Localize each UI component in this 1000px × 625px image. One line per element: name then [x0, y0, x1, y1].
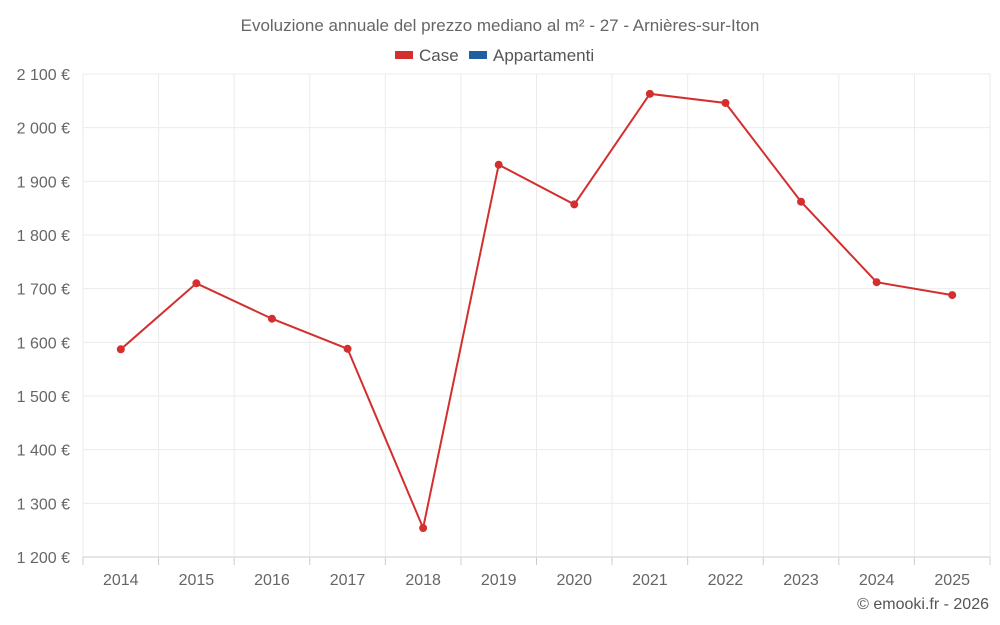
y-tick-label: 1 900 €	[17, 174, 70, 191]
series-line-0	[120, 92, 953, 532]
data-point[interactable]	[343, 344, 352, 353]
legend-swatch-case	[395, 51, 413, 59]
data-point[interactable]	[645, 89, 654, 98]
x-axis-ticks: 2014 2015 2016 2017 2018 2019 2020 2021 2022 2023…	[103, 572, 970, 589]
y-tick-label: 1 300 €	[17, 496, 70, 513]
credit-text: © emooki.fr - 2026	[857, 596, 989, 613]
y-tick-label: 1 700 €	[17, 282, 70, 299]
data-point[interactable]	[267, 314, 276, 323]
grid	[82, 73, 991, 565]
y-tick-label: 1 400 €	[17, 443, 70, 460]
x-tick-label: 2015	[179, 572, 215, 589]
legend-swatch-appartamenti	[469, 51, 487, 59]
data-point[interactable]	[872, 278, 881, 287]
x-tick-label: 2018	[405, 572, 441, 589]
series-case	[116, 89, 957, 533]
x-tick-label: 2023	[783, 572, 819, 589]
y-axis-ticks: 1 200 € 1 300 € 1 400 € 1 500 € 1 600 € 1 700…	[17, 67, 70, 567]
x-tick-label: 2020	[556, 572, 592, 589]
data-point[interactable]	[797, 197, 806, 206]
y-tick-label: 2 000 €	[17, 121, 70, 138]
y-tick-label: 1 800 €	[17, 228, 70, 245]
x-tick-label: 2021	[632, 572, 668, 589]
legend: Case Appartamenti	[395, 46, 594, 65]
data-point[interactable]	[948, 291, 957, 300]
chart-title: Evoluzione annuale del prezzo mediano al…	[241, 16, 760, 35]
legend-label-case[interactable]: Case	[419, 46, 459, 65]
y-tick-label: 2 100 €	[17, 67, 70, 84]
data-point[interactable]	[494, 160, 503, 169]
y-tick-label: 1 200 €	[17, 550, 70, 567]
data-point[interactable]	[419, 524, 428, 533]
x-tick-label: 2019	[481, 572, 517, 589]
data-point[interactable]	[192, 279, 201, 288]
y-tick-label: 1 600 €	[17, 335, 70, 352]
legend-label-appartamenti[interactable]: Appartamenti	[493, 46, 594, 65]
data-point[interactable]	[116, 345, 125, 354]
x-tick-label: 2016	[254, 572, 290, 589]
x-tick-label: 2017	[330, 572, 366, 589]
data-point[interactable]	[570, 200, 579, 209]
x-tick-label: 2024	[859, 572, 895, 589]
y-tick-label: 1 500 €	[17, 389, 70, 406]
data-point[interactable]	[721, 98, 730, 107]
x-tick-label: 2022	[708, 572, 744, 589]
x-tick-label: 2014	[103, 572, 139, 589]
x-tick-label: 2025	[934, 572, 970, 589]
